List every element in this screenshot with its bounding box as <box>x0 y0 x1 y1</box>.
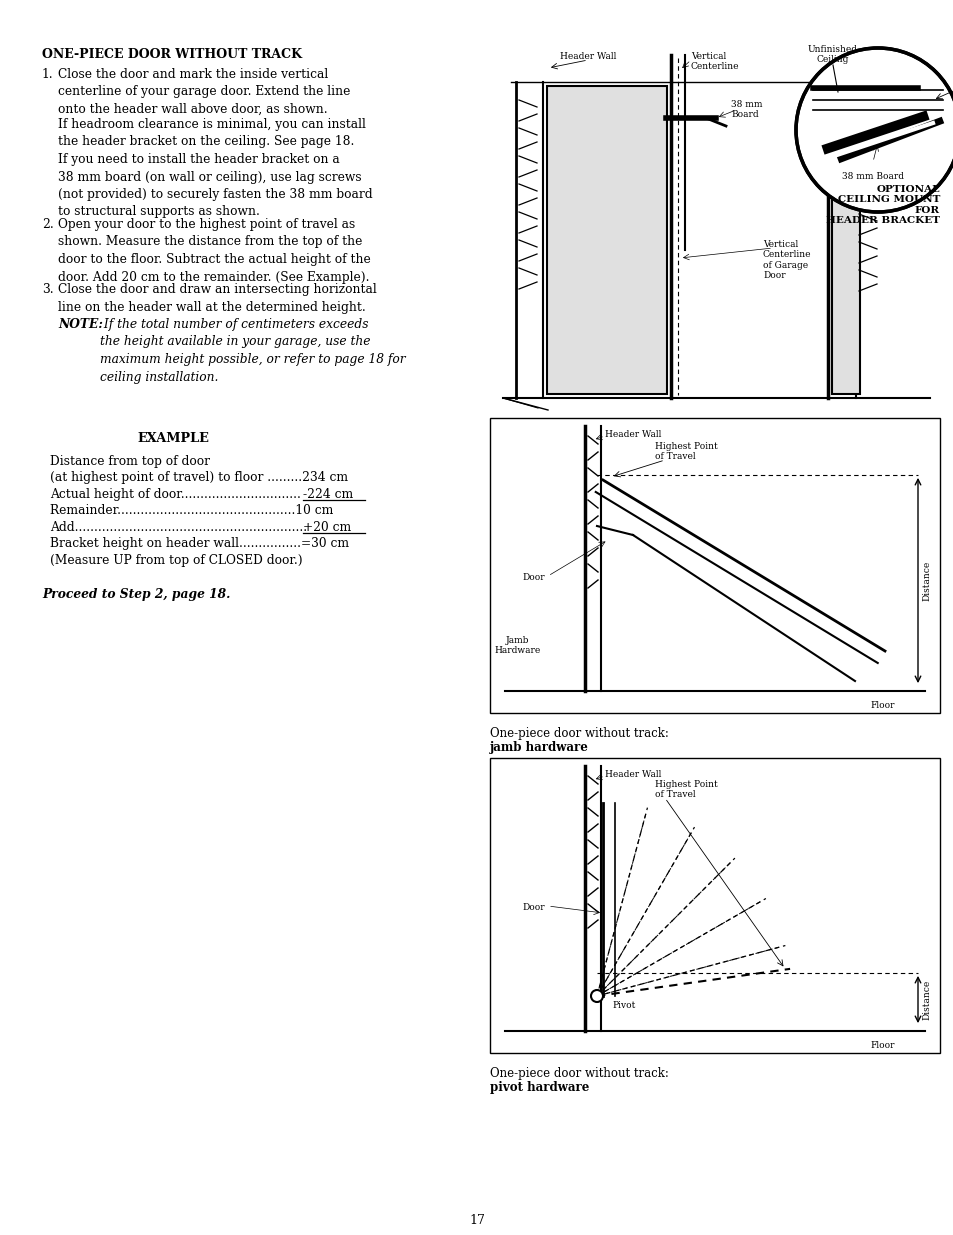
Text: Highest Point
of Travel: Highest Point of Travel <box>655 442 717 462</box>
Text: Open your door to the highest point of travel as
shown. Measure the distance fro: Open your door to the highest point of t… <box>58 219 371 284</box>
Text: One-piece door without track:: One-piece door without track: <box>490 1067 668 1079</box>
Text: 1.: 1. <box>42 68 53 82</box>
Text: Vertical
Centerline
of Garage
Door: Vertical Centerline of Garage Door <box>762 240 811 280</box>
Text: Distance: Distance <box>921 561 930 600</box>
Text: 38 mm Board: 38 mm Board <box>841 172 903 182</box>
Bar <box>490 417 939 713</box>
Text: +20 cm: +20 cm <box>303 521 351 534</box>
Text: 17: 17 <box>469 1214 484 1228</box>
Text: Floor: Floor <box>869 1041 894 1050</box>
Text: Highest Point
of Travel: Highest Point of Travel <box>655 781 717 799</box>
Text: Distance from top of door: Distance from top of door <box>50 454 210 468</box>
Text: ONE-PIECE DOOR WITHOUT TRACK: ONE-PIECE DOOR WITHOUT TRACK <box>42 48 302 61</box>
Circle shape <box>795 48 953 212</box>
Bar <box>490 758 939 1053</box>
Text: Door: Door <box>521 573 544 582</box>
Text: Close the door and draw an intersecting horizontal
line on the header wall at th: Close the door and draw an intersecting … <box>58 283 376 314</box>
Text: (Measure UP from top of CLOSED door.): (Measure UP from top of CLOSED door.) <box>50 555 302 567</box>
Text: Jamb
Hardware: Jamb Hardware <box>495 636 540 656</box>
Text: Door: Door <box>521 903 544 911</box>
Text: 38 mm
Board: 38 mm Board <box>730 100 761 120</box>
Text: Floor: Floor <box>869 701 894 710</box>
Text: -224 cm: -224 cm <box>303 488 353 501</box>
Text: Distance: Distance <box>921 979 930 1020</box>
Bar <box>546 86 666 394</box>
Text: pivot hardware: pivot hardware <box>490 1081 589 1094</box>
Text: 3.: 3. <box>42 283 53 296</box>
Text: Proceed to Step 2, page 18.: Proceed to Step 2, page 18. <box>42 588 230 601</box>
Text: Unfinished
Ceiling: Unfinished Ceiling <box>807 44 857 64</box>
Text: jamb hardware: jamb hardware <box>490 741 588 755</box>
Text: Vertical
Centerline: Vertical Centerline <box>690 52 739 72</box>
Text: NOTE:: NOTE: <box>58 317 103 331</box>
Text: (at highest point of travel) to floor .........234 cm: (at highest point of travel) to floor ..… <box>50 472 348 484</box>
Text: Header Wall: Header Wall <box>559 52 616 61</box>
Text: Bracket height on header wall................=30 cm: Bracket height on header wall...........… <box>50 537 349 551</box>
Text: One-piece door without track:: One-piece door without track: <box>490 727 668 740</box>
Text: Header Wall: Header Wall <box>604 769 660 779</box>
Circle shape <box>590 990 602 1002</box>
Text: Pivot: Pivot <box>612 1002 635 1010</box>
Text: If headroom clearance is minimal, you can install
the header bracket on the ceil: If headroom clearance is minimal, you ca… <box>58 119 366 148</box>
Text: Remainder..............................................10 cm: Remainder...............................… <box>50 505 333 517</box>
Text: 2.: 2. <box>42 219 53 231</box>
Text: Actual height of door...............................: Actual height of door...................… <box>50 488 300 501</box>
Text: OPTIONAL
CEILING MOUNT
FOR
HEADER BRACKET: OPTIONAL CEILING MOUNT FOR HEADER BRACKE… <box>825 185 939 225</box>
Text: Header Wall: Header Wall <box>604 430 660 438</box>
Text: If the total number of centimeters exceeds
the height available in your garage, : If the total number of centimeters excee… <box>100 317 405 384</box>
Text: If you need to install the header bracket on a
38 mm board (on wall or ceiling),: If you need to install the header bracke… <box>58 153 373 219</box>
Text: EXAMPLE: EXAMPLE <box>137 432 209 445</box>
Text: Close the door and mark the inside vertical
centerline of your garage door. Exte: Close the door and mark the inside verti… <box>58 68 350 116</box>
Text: Add............................................................: Add.....................................… <box>50 521 307 534</box>
Bar <box>831 89 859 394</box>
